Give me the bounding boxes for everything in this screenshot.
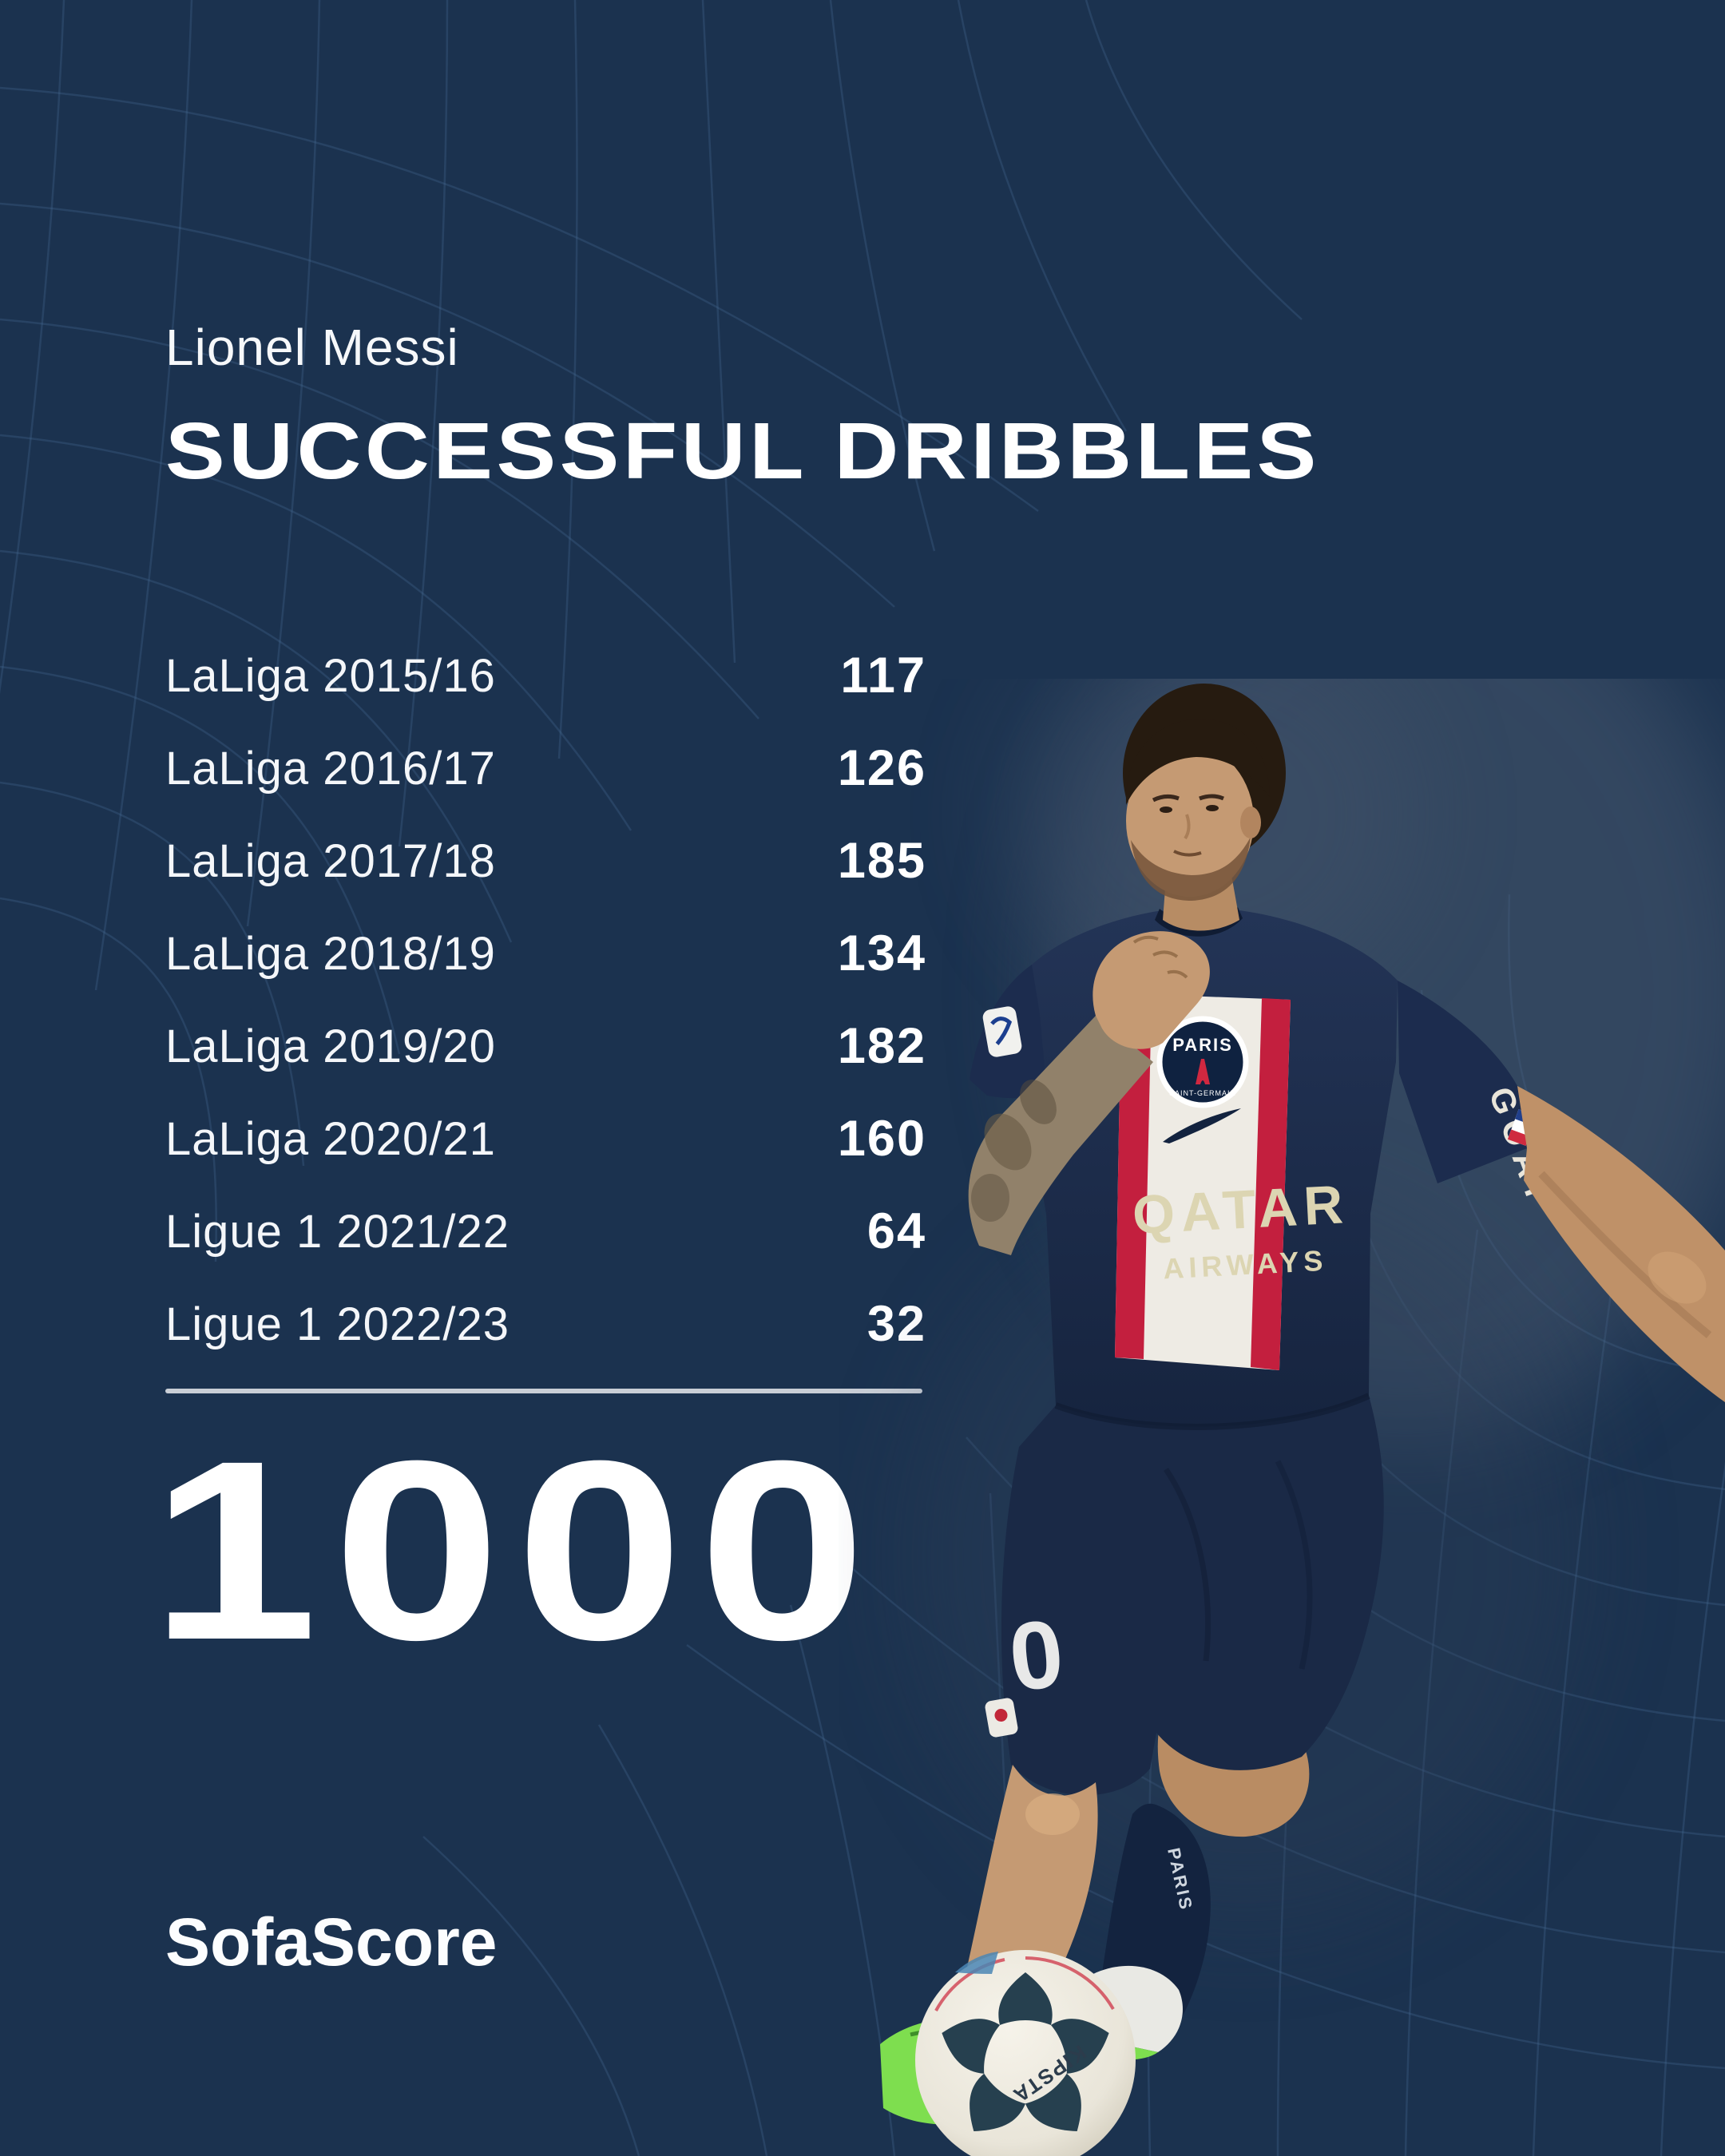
left-sleeve	[970, 965, 1046, 1099]
stat-value: 134	[837, 925, 926, 981]
stat-value: 126	[837, 740, 926, 796]
stat-label: LaLiga 2016/17	[165, 742, 496, 795]
divider-line	[165, 1389, 922, 1393]
stat-row: LaLiga 2017/18 185	[165, 814, 926, 907]
sofascore-logo: SofaScore	[165, 1904, 498, 1980]
stat-label: Ligue 1 2022/23	[165, 1298, 510, 1350]
messi-photo: PARIS PARIS SAINT-GERMAIN QATAR AIRWAYS	[880, 679, 1725, 2156]
stat-value: 182	[837, 1018, 926, 1074]
raised-arm	[968, 931, 1210, 1255]
shorts: 0	[985, 1393, 1384, 1796]
stat-label: LaLiga 2019/20	[165, 1020, 496, 1072]
collar	[1155, 907, 1243, 937]
sponsor-line1: QATAR	[1131, 1174, 1350, 1246]
stat-value: 185	[837, 833, 926, 889]
total-dribbles: 1000	[150, 1407, 882, 1693]
right-forearm	[1517, 1086, 1725, 1402]
ear	[1240, 807, 1261, 838]
stat-row: LaLiga 2015/16 117	[165, 629, 926, 722]
stat-label: LaLiga 2018/19	[165, 927, 496, 980]
stat-label: LaLiga 2017/18	[165, 834, 496, 887]
chest-panel	[1115, 993, 1291, 1370]
jersey: PARIS SAINT-GERMAIN QATAR AIRWAYS	[1028, 907, 1398, 1427]
stat-value: 32	[866, 1296, 926, 1352]
eiffel-tower-icon	[1196, 1059, 1210, 1084]
fist	[1092, 931, 1210, 1049]
red-stripe-right	[1251, 998, 1291, 1370]
psg-crest: PARIS SAINT-GERMAIN	[1156, 1016, 1249, 1108]
beard	[1131, 837, 1251, 901]
stat-row: LaLiga 2016/17 126	[165, 722, 926, 814]
football: KIPSTA	[915, 1950, 1136, 2156]
stat-value: 160	[837, 1111, 926, 1167]
stat-row: LaLiga 2019/20 182	[165, 1000, 926, 1092]
page-title: SUCCESSFUL DRIBBLES	[165, 406, 1320, 496]
stat-label: Ligue 1 2021/22	[165, 1205, 510, 1258]
stat-label: LaLiga 2020/21	[165, 1112, 496, 1165]
stat-value: 64	[866, 1203, 926, 1259]
head	[1123, 684, 1286, 931]
shorts-number: 0	[1005, 1599, 1069, 1711]
shorts-badge	[985, 1698, 1018, 1738]
stats-list: LaLiga 2015/16 117 LaLiga 2016/17 126 La…	[165, 629, 926, 1370]
stat-row: Ligue 1 2021/22 64	[165, 1185, 926, 1278]
stat-row: LaLiga 2018/19 134	[165, 907, 926, 1000]
stat-value: 117	[840, 648, 926, 703]
stat-row: LaLiga 2020/21 160	[165, 1092, 926, 1185]
crest-city-text: PARIS	[1172, 1035, 1233, 1055]
right-arm: GOAT	[1398, 981, 1725, 1402]
player-name: Lionel Messi	[165, 319, 459, 376]
crest-sub-text: SAINT-GERMAIN	[1169, 1089, 1236, 1097]
stat-label: LaLiga 2015/16	[165, 649, 496, 702]
stat-row: Ligue 1 2022/23 32	[165, 1278, 926, 1370]
league-patch	[982, 1006, 1022, 1057]
nike-swoosh-icon	[1163, 1108, 1241, 1143]
